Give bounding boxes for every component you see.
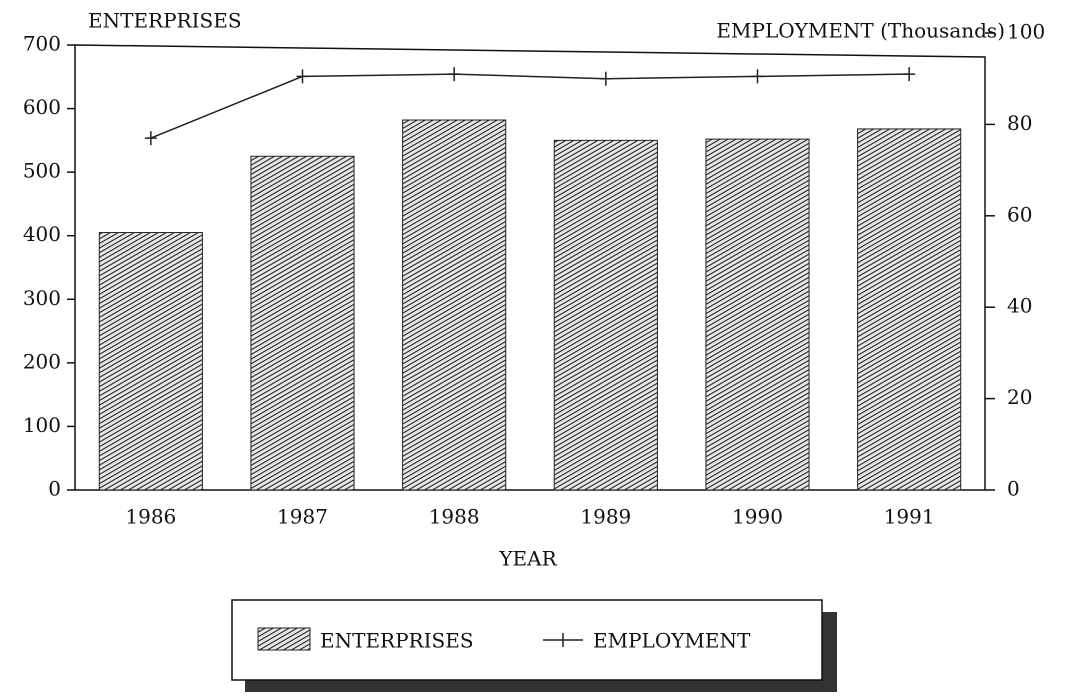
legend-label: ENTERPRISES (320, 629, 474, 653)
y2-tick-label: 20 (1007, 385, 1032, 409)
y2-axis-label: EMPLOYMENT (Thousands) (716, 19, 1005, 43)
y2-tick-label: 0 (1007, 477, 1020, 501)
bar (98, 232, 203, 491)
x-tick-label: 1988 (429, 505, 480, 529)
y-axis-label: ENTERPRISES (88, 9, 242, 33)
axis-frame (74, 44, 986, 491)
legend-swatch (543, 633, 583, 647)
y-tick-label: 700 (23, 32, 61, 56)
x-axis-label: YEAR (498, 547, 557, 571)
bar (402, 119, 507, 491)
y-tick-label: 300 (23, 286, 61, 310)
y2-tick-label: 80 (1007, 111, 1032, 135)
legend-label: EMPLOYMENT (593, 629, 751, 653)
y-tick-label: 200 (23, 349, 61, 373)
y-tick-label: 400 (23, 222, 61, 246)
marker (296, 69, 309, 84)
bar (857, 128, 962, 491)
marker (599, 71, 612, 86)
y-tick-label: 600 (23, 95, 61, 119)
x-tick-label: 1989 (580, 505, 631, 529)
bar (250, 155, 355, 491)
x-tick-label: 1991 (884, 505, 935, 529)
marker (903, 67, 916, 82)
x-tick-label: 1987 (277, 505, 328, 529)
marker (751, 69, 764, 84)
bar (705, 138, 810, 491)
y2-tick-label: 40 (1007, 294, 1032, 318)
y2-tick-label: 100 (1007, 20, 1045, 44)
x-tick-label: 1990 (732, 505, 783, 529)
marker (144, 131, 157, 146)
y-tick-label: 100 (23, 413, 61, 437)
line (150, 73, 910, 139)
bar (553, 139, 658, 491)
x-tick-label: 1986 (125, 505, 176, 529)
y2-tick-label: 60 (1007, 202, 1032, 226)
legend-swatch (257, 627, 311, 651)
marker (448, 67, 461, 82)
legend (231, 599, 823, 681)
y-tick-label: 0 (48, 477, 61, 501)
y-tick-label: 500 (23, 159, 61, 183)
